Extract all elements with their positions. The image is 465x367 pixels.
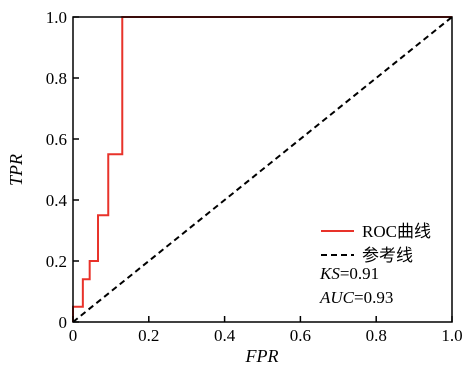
y-axis-label: TPR bbox=[6, 154, 26, 186]
y-tick-label: 0.6 bbox=[46, 130, 67, 149]
ks-annotation-value: =0.91 bbox=[340, 264, 379, 283]
auc-annotation-value: =0.93 bbox=[354, 288, 393, 307]
legend-label-roc: ROC曲线 bbox=[362, 222, 431, 241]
y-tick-label: 0.8 bbox=[46, 69, 67, 88]
x-tick-label: 0.6 bbox=[290, 326, 311, 345]
y-tick-label: 0.2 bbox=[46, 252, 67, 271]
x-tick-label: 0.2 bbox=[138, 326, 159, 345]
x-tick-label: 0.4 bbox=[214, 326, 236, 345]
y-tick-label: 1.0 bbox=[46, 8, 67, 27]
x-tick-label: 0.8 bbox=[366, 326, 387, 345]
axes: 0 0.2 0.4 0.6 0.8 1.0 0 0.2 0.4 0.6 0.8 1.0 bbox=[46, 8, 463, 345]
x-tick-label: 0 bbox=[69, 326, 78, 345]
y-tick-label: 0 bbox=[59, 313, 68, 332]
auc-annotation: AUC=0.93 bbox=[319, 288, 393, 307]
legend: ROC曲线 参考线 bbox=[321, 222, 431, 265]
roc-curve-line bbox=[72, 16, 452, 322]
x-axis-label: FPR bbox=[245, 346, 279, 366]
y-tick-label: 0.4 bbox=[46, 191, 68, 210]
auc-annotation-var: AUC bbox=[319, 288, 355, 307]
x-tick-label: 1.0 bbox=[441, 326, 462, 345]
reference-diagonal-line bbox=[72, 16, 453, 323]
legend-label-reference: 参考线 bbox=[362, 246, 413, 265]
plot-frame bbox=[72, 16, 453, 323]
ks-annotation: KS=0.91 bbox=[319, 264, 379, 283]
ks-annotation-var: KS bbox=[319, 264, 340, 283]
plot-area bbox=[72, 16, 453, 323]
